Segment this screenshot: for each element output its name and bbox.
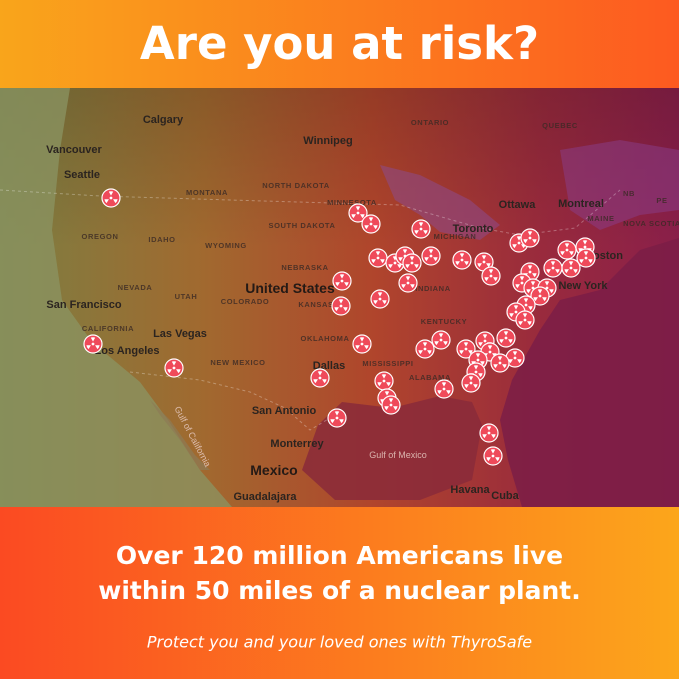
plant-marker bbox=[515, 310, 535, 330]
plant-marker bbox=[543, 258, 563, 278]
pacific bbox=[0, 88, 232, 507]
st-lawrence bbox=[560, 140, 679, 230]
footer-band bbox=[0, 507, 679, 679]
plant-marker bbox=[479, 423, 499, 443]
map-label: NEVADA bbox=[118, 283, 153, 292]
map-label: New York bbox=[558, 280, 608, 292]
map-label: Havana bbox=[450, 484, 490, 496]
plant-marker bbox=[370, 289, 390, 309]
map-label: ONTARIO bbox=[411, 118, 449, 127]
map-label: MICHIGAN bbox=[434, 232, 477, 241]
plant-marker bbox=[331, 296, 351, 316]
map-label: Los Angeles bbox=[95, 345, 160, 357]
headline-line: Over 120 million Americans live bbox=[116, 541, 563, 570]
plant-marker bbox=[381, 395, 401, 415]
map-label: Montreal bbox=[558, 198, 604, 210]
plant-marker bbox=[483, 446, 503, 466]
map-label: Gulf of Mexico bbox=[369, 450, 427, 460]
headline-line: within 50 miles of a nuclear plant. bbox=[98, 576, 580, 605]
map-label: OKLAHOMA bbox=[301, 334, 350, 343]
map-label: IDAHO bbox=[148, 235, 175, 244]
map-label: KANSAS bbox=[298, 300, 333, 309]
plant-marker bbox=[352, 334, 372, 354]
plant-marker bbox=[327, 408, 347, 428]
plant-marker bbox=[496, 328, 516, 348]
plant-marker bbox=[374, 371, 394, 391]
map-label: PE bbox=[656, 196, 667, 205]
map-label: NOVA SCOTIA bbox=[623, 219, 679, 228]
map-label: San Francisco bbox=[46, 299, 121, 311]
plant-marker bbox=[101, 188, 121, 208]
map-label: Winnipeg bbox=[303, 135, 352, 147]
header-band bbox=[0, 0, 679, 90]
map: Calgary ONTARIO QUEBEC Vancouver Winnipe… bbox=[0, 88, 679, 507]
plant-marker bbox=[481, 266, 501, 286]
atlantic bbox=[500, 238, 679, 507]
map-label: NB bbox=[623, 189, 635, 198]
plant-marker bbox=[490, 353, 510, 373]
great-lakes bbox=[380, 165, 500, 240]
map-label: Seattle bbox=[64, 169, 100, 181]
plant-marker bbox=[431, 330, 451, 350]
plant-marker bbox=[411, 219, 431, 239]
plant-marker bbox=[398, 273, 418, 293]
tagline: Protect you and your loved ones with Thy… bbox=[147, 633, 532, 652]
map-label: NEW MEXICO bbox=[210, 358, 265, 367]
map-label: Cuba bbox=[491, 490, 519, 502]
map-label: NEBRASKA bbox=[281, 263, 328, 272]
map-label: MISSISSIPPI bbox=[362, 359, 413, 368]
title: Are you at risk? bbox=[140, 17, 539, 70]
border-north bbox=[0, 189, 621, 236]
map-label: Mexico bbox=[250, 462, 297, 478]
plant-marker bbox=[557, 240, 577, 260]
plant-marker bbox=[332, 271, 352, 291]
plant-marker bbox=[83, 334, 103, 354]
map-label: OREGON bbox=[82, 232, 119, 241]
plant-marker bbox=[434, 379, 454, 399]
map-label: Las Vegas bbox=[153, 328, 207, 340]
map-label: COLORADO bbox=[221, 297, 270, 306]
map-label: Guadalajara bbox=[234, 491, 298, 503]
gulf-california bbox=[150, 400, 210, 470]
plant-marker bbox=[310, 368, 330, 388]
plant-marker bbox=[421, 246, 441, 266]
map-label: Vancouver bbox=[46, 144, 102, 156]
map-label: CALIFORNIA bbox=[82, 324, 134, 333]
map-label: MAINE bbox=[587, 214, 614, 223]
plant-marker bbox=[164, 358, 184, 378]
plant-marker bbox=[415, 339, 435, 359]
map-label: Monterrey bbox=[270, 438, 324, 450]
plant-marker bbox=[361, 214, 381, 234]
map-label: ALABAMA bbox=[409, 373, 451, 382]
gulf-mexico bbox=[302, 396, 482, 500]
map-label: KENTUCKY bbox=[421, 317, 467, 326]
plant-marker bbox=[561, 258, 581, 278]
map-label: Calgary bbox=[143, 114, 184, 126]
map-label: United States bbox=[245, 280, 335, 296]
map-label: MONTANA bbox=[186, 188, 228, 197]
map-label: MINNESOTA bbox=[327, 198, 377, 207]
map-label: San Antonio bbox=[252, 405, 317, 417]
plant-marker bbox=[368, 248, 388, 268]
plant-marker bbox=[402, 253, 422, 273]
plant-marker bbox=[520, 228, 540, 248]
map-label: QUEBEC bbox=[542, 121, 578, 130]
map-label: NORTH DAKOTA bbox=[262, 181, 329, 190]
plant-marker bbox=[452, 250, 472, 270]
map-label: Ottawa bbox=[499, 199, 537, 211]
map-label: Toronto bbox=[453, 223, 494, 235]
map-label: INDIANA bbox=[415, 284, 450, 293]
map-label: WYOMING bbox=[205, 241, 247, 250]
map-label: UTAH bbox=[175, 292, 198, 301]
map-label: SOUTH DAKOTA bbox=[268, 221, 335, 230]
plant-marker bbox=[461, 373, 481, 393]
